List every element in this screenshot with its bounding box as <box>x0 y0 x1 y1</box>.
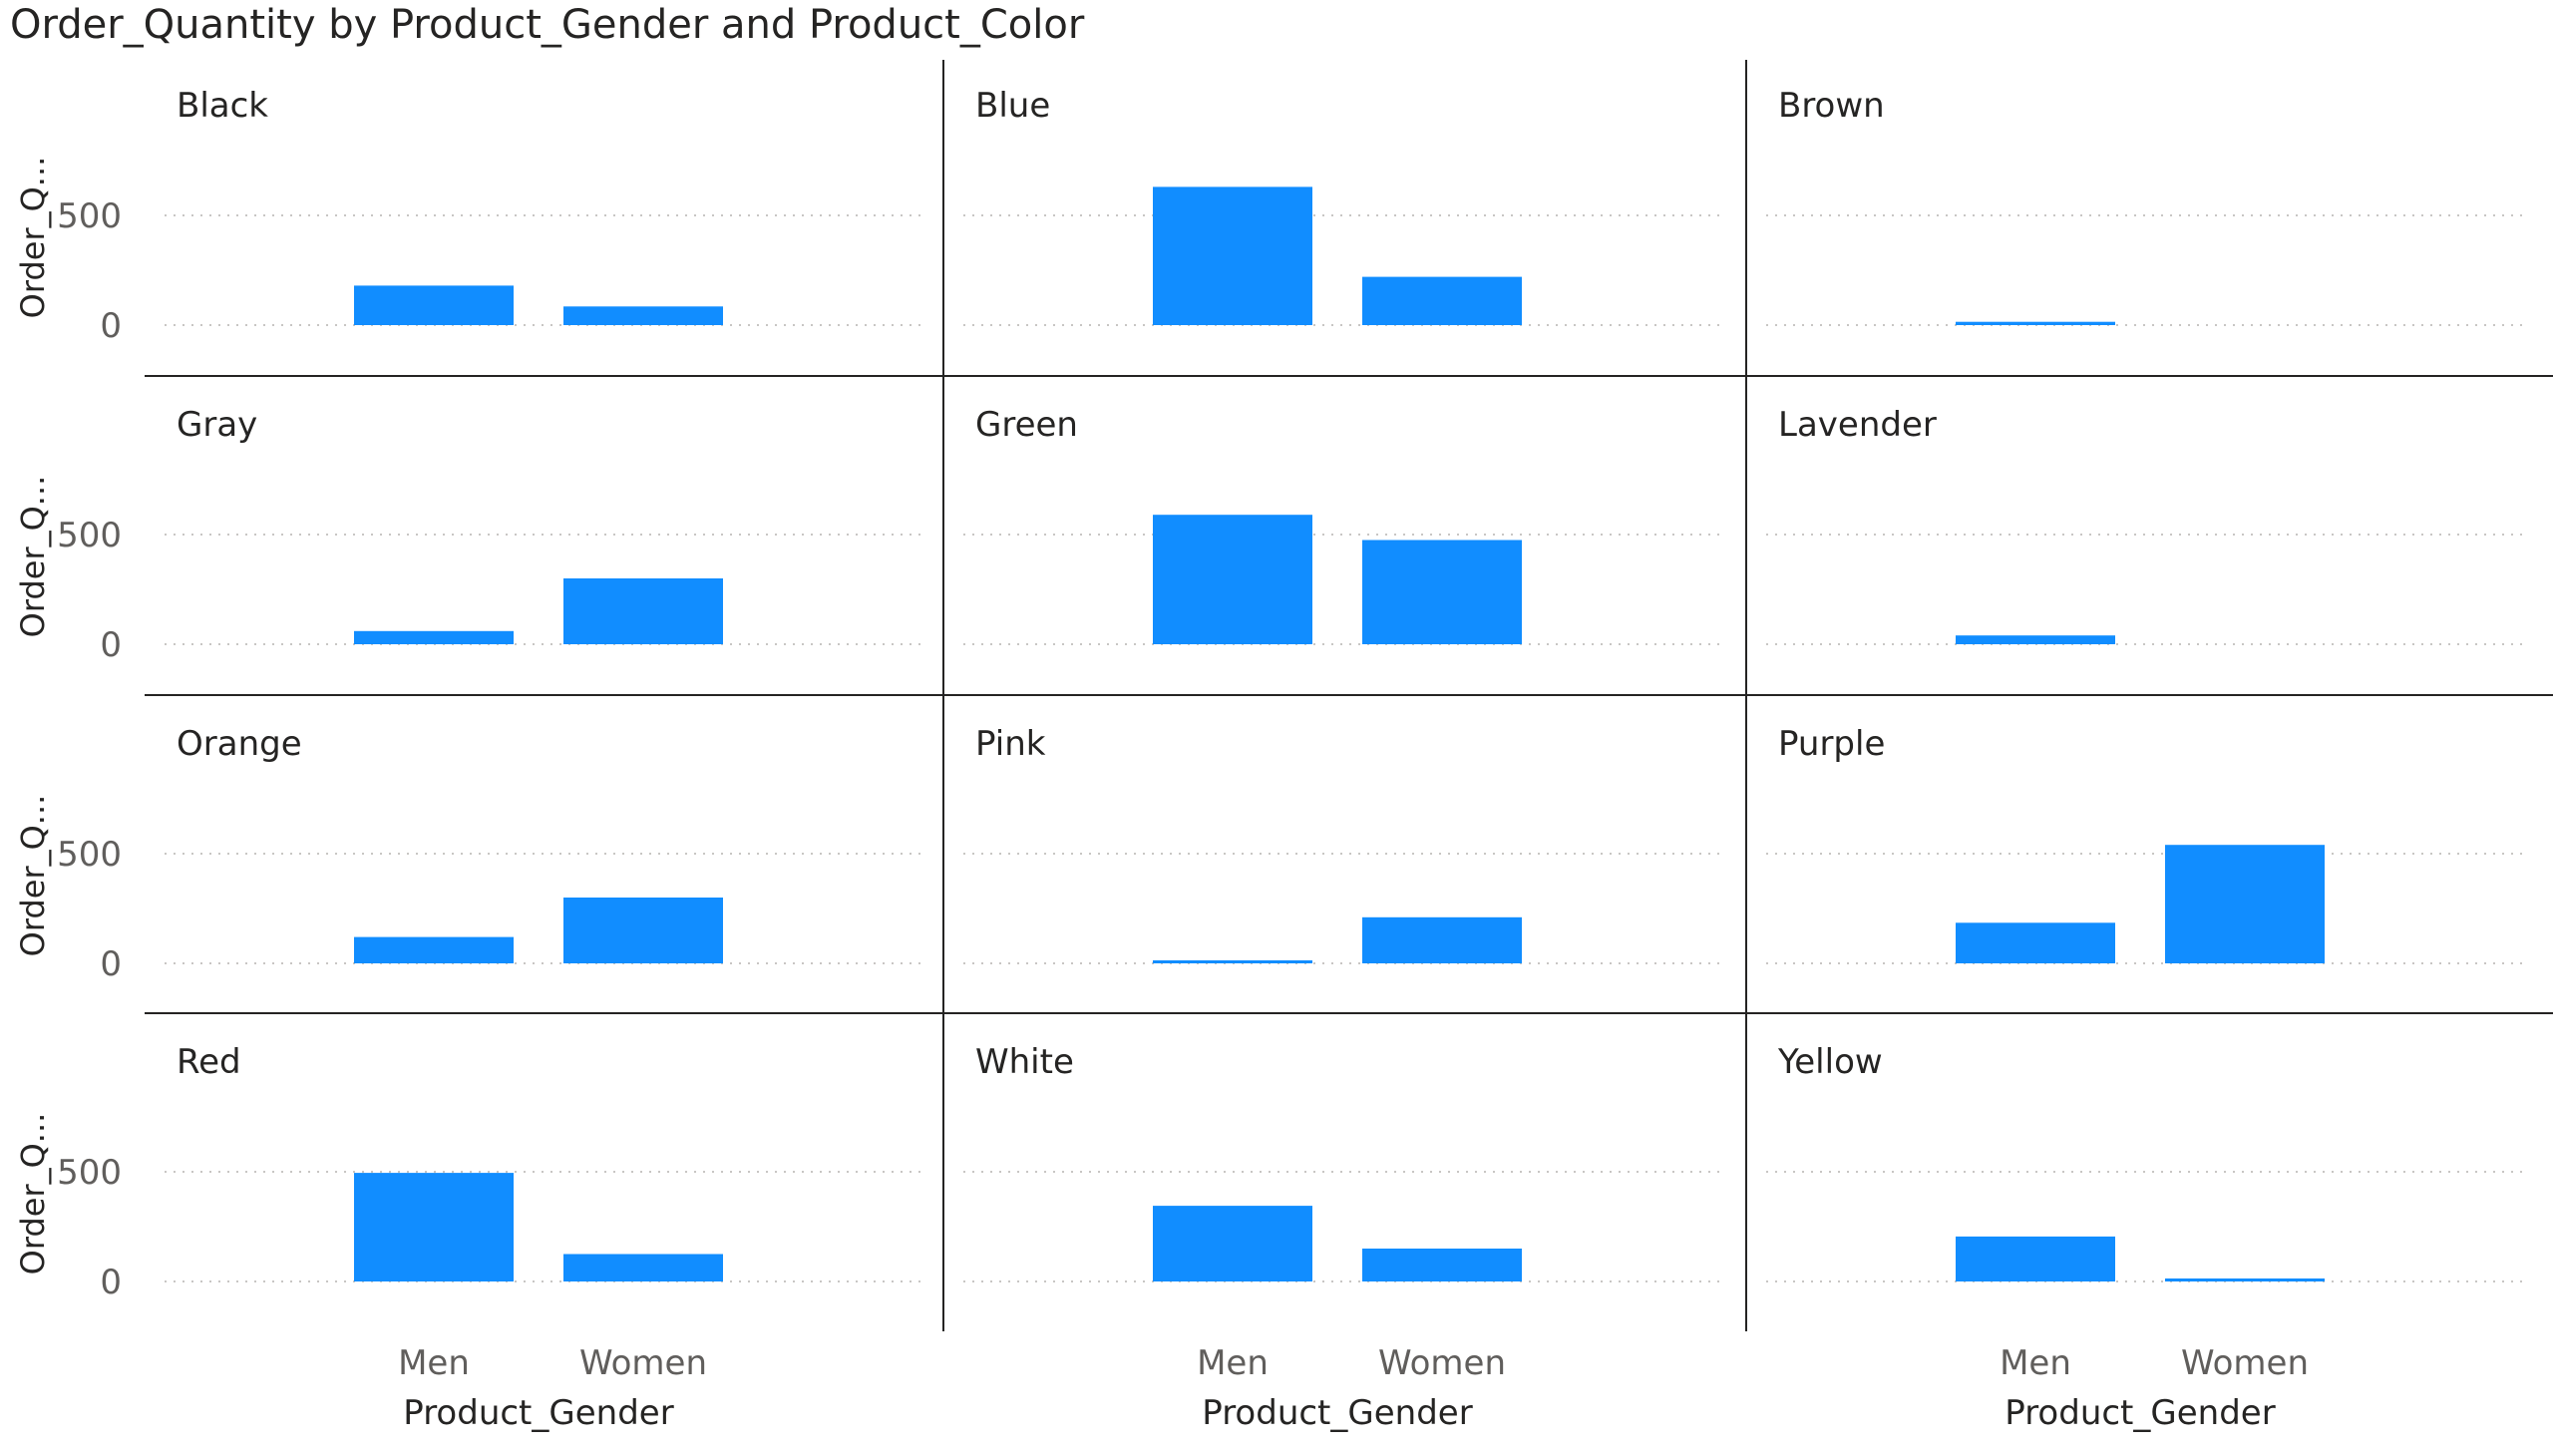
bar-brown-men[interactable] <box>1956 321 2115 325</box>
bar-pink-men[interactable] <box>1153 960 1312 963</box>
bar-yellow-women[interactable] <box>2165 1278 2325 1281</box>
x-axes-layer: Men Women Product_Gender Men Women Product_Ge… <box>398 1343 2309 1433</box>
panel-white: White <box>963 1042 1726 1282</box>
bar-green-women[interactable] <box>1362 540 1522 645</box>
bar-red-men[interactable] <box>354 1173 514 1281</box>
x-tick-label: Women <box>1378 1343 1506 1383</box>
x-tick-label: Men <box>1197 1343 1269 1383</box>
panel-gray: Gray 0 500Order_Q... <box>14 405 922 665</box>
panel-title: White <box>975 1042 1074 1082</box>
bar-orange-women[interactable] <box>563 898 723 963</box>
panel-yellow: Yellow <box>1766 1042 2529 1282</box>
bar-green-men[interactable] <box>1153 515 1312 644</box>
panel-purple: Purple <box>1766 724 2529 964</box>
panel-dividers <box>145 60 2553 1331</box>
x-tick-label: Women <box>2181 1343 2309 1383</box>
bar-blue-women[interactable] <box>1362 276 1522 325</box>
bar-black-women[interactable] <box>563 306 723 325</box>
y-tick-label: 500 <box>57 516 122 555</box>
y-axis-title: Order_Q... <box>14 157 52 319</box>
panel-brown: Brown <box>1766 86 2529 326</box>
panel-red: Red 0 500Order_Q... <box>14 1042 922 1302</box>
panel-title: Red <box>177 1042 241 1082</box>
y-tick-label: 0 <box>100 306 122 346</box>
x-tick-label: Men <box>2000 1343 2071 1383</box>
y-tick-label: 0 <box>100 1263 122 1302</box>
panel-title: Purple <box>1778 724 1885 764</box>
panel-title: Gray <box>177 405 257 445</box>
panel-lavender: Lavender <box>1766 405 2529 645</box>
bar-red-women[interactable] <box>563 1254 723 1282</box>
x-tick-label: Men <box>398 1343 470 1383</box>
panel-title: Lavender <box>1778 405 1937 445</box>
y-axis-title: Order_Q... <box>14 795 52 957</box>
y-tick-label: 0 <box>100 625 122 665</box>
panel-blue: Blue <box>963 86 1726 326</box>
bar-pink-women[interactable] <box>1362 916 1522 963</box>
bar-gray-women[interactable] <box>563 578 723 644</box>
panel-title: Black <box>177 86 268 126</box>
y-tick-label: 500 <box>57 196 122 236</box>
panel-title: Brown <box>1778 86 1885 126</box>
y-tick-label: 500 <box>57 835 122 875</box>
y-axis-title: Order_Q... <box>14 476 52 638</box>
bar-purple-men[interactable] <box>1956 922 2115 963</box>
panel-green: Green <box>963 405 1726 645</box>
bar-purple-women[interactable] <box>2165 845 2325 963</box>
bar-black-men[interactable] <box>354 285 514 325</box>
x-axis-title: Product_Gender <box>1202 1393 1472 1433</box>
bar-gray-men[interactable] <box>354 630 514 644</box>
y-axis-title: Order_Q... <box>14 1113 52 1275</box>
bar-lavender-men[interactable] <box>1956 635 2115 644</box>
bar-yellow-men[interactable] <box>1956 1236 2115 1281</box>
panel-pink: Pink <box>963 724 1726 964</box>
x-axis-title: Product_Gender <box>2005 1393 2275 1433</box>
bar-blue-men[interactable] <box>1153 186 1312 325</box>
x-tick-label: Women <box>579 1343 707 1383</box>
panel-title: Orange <box>177 724 302 764</box>
y-tick-label: 500 <box>57 1153 122 1193</box>
panel-title: Green <box>975 405 1078 445</box>
bar-white-men[interactable] <box>1153 1206 1312 1281</box>
panel-black: Black 0 500Order_Q... <box>14 86 922 346</box>
panel-orange: Orange 0 500Order_Q... <box>14 724 922 984</box>
panel-title: Yellow <box>1777 1042 1883 1082</box>
chart-title: Order_Quantity by Product_Gender and Pro… <box>10 2 1085 48</box>
bar-orange-men[interactable] <box>354 936 514 963</box>
x-axis-title: Product_Gender <box>403 1393 673 1433</box>
bar-white-women[interactable] <box>1362 1249 1522 1281</box>
panel-title: Pink <box>975 724 1046 764</box>
panel-title: Blue <box>975 86 1050 126</box>
y-tick-label: 0 <box>100 944 122 984</box>
